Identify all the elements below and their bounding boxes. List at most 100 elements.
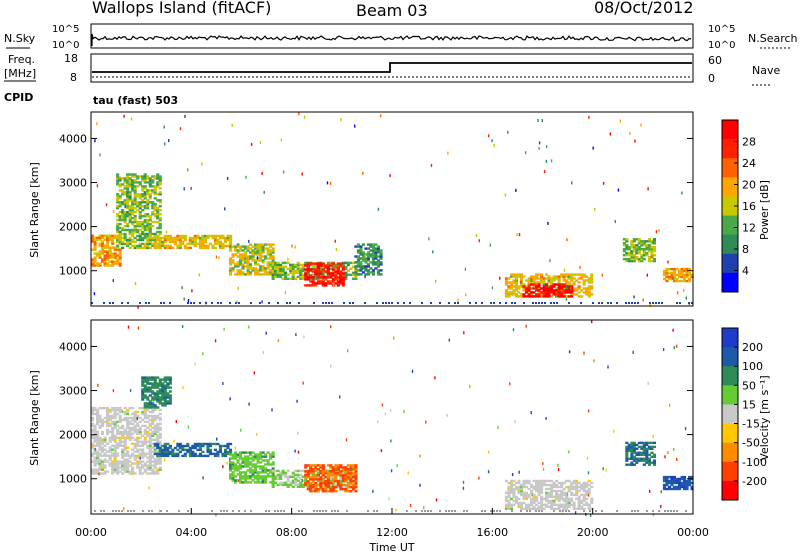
- vel-cell: [128, 436, 132, 439]
- vel-cell: [519, 503, 523, 506]
- power-ground-scatter: [481, 302, 483, 304]
- power-cell: [143, 193, 147, 196]
- vel-cell: [341, 474, 345, 477]
- power-cell: [128, 177, 132, 180]
- power-cell: [158, 187, 162, 190]
- vel-cell: [241, 451, 245, 454]
- vel-cell: [103, 438, 107, 441]
- vel-cell: [133, 444, 137, 447]
- power-speckle: [594, 207, 596, 211]
- vel-cell: [326, 490, 330, 493]
- vel-cell: [650, 447, 654, 450]
- vel-cell: [339, 484, 343, 487]
- power-cell: [234, 253, 238, 256]
- vel-cell: [560, 505, 564, 508]
- power-cell: [264, 257, 268, 260]
- power-cell: [329, 272, 333, 275]
- vel-cell: [309, 488, 313, 491]
- vel-cell: [234, 479, 238, 482]
- vel-cell: [93, 406, 97, 410]
- vel-cell: [301, 483, 305, 486]
- vel-cell: [173, 454, 177, 458]
- power-cell: [251, 255, 255, 258]
- power-cell: [562, 285, 566, 288]
- vel-cell: [341, 483, 345, 486]
- power-cell: [168, 244, 172, 248]
- power-cell: [517, 287, 521, 290]
- vel-cell: [540, 479, 544, 483]
- power-cell: [532, 291, 536, 294]
- power-cell: [126, 179, 130, 182]
- x-tick-label: 20:00: [577, 526, 609, 539]
- n-search-label: N.Search: [748, 32, 798, 45]
- vel-cell: [123, 436, 127, 439]
- vel-ground-scatter: [133, 510, 135, 512]
- power-cell: [246, 271, 250, 274]
- power-cell: [271, 277, 275, 280]
- vel-cell: [113, 440, 117, 443]
- power-cell: [688, 271, 692, 275]
- power-ground-scatter: [277, 302, 279, 304]
- vel-cell: [116, 444, 120, 447]
- power-cell: [642, 254, 646, 257]
- vel-cell: [151, 460, 155, 463]
- vel-cell: [632, 447, 636, 450]
- vel-cell: [118, 470, 122, 473]
- power-cell: [557, 281, 561, 284]
- vel-cell: [567, 485, 571, 489]
- power-cell: [276, 273, 280, 276]
- vel-cell: [632, 451, 636, 454]
- power-cell: [133, 175, 137, 178]
- power-cell: [366, 273, 370, 276]
- power-cell: [339, 265, 343, 269]
- vel-cell: [128, 430, 132, 434]
- power-cell: [517, 275, 521, 278]
- vel-cell: [309, 468, 313, 471]
- power-speckle: [634, 139, 636, 143]
- vel-cell: [126, 430, 130, 434]
- vel-cell: [113, 436, 117, 439]
- power-cell: [291, 275, 295, 278]
- power-cell: [304, 261, 308, 265]
- vel-cell: [336, 464, 340, 467]
- power-cell: [667, 277, 671, 281]
- vel-ground-scatter: [223, 510, 225, 512]
- power-cell: [364, 265, 368, 268]
- vel-cell: [108, 424, 112, 428]
- power-cell: [128, 211, 132, 214]
- power-cell: [369, 255, 373, 258]
- vel-cell: [216, 450, 220, 454]
- vel-cell: [151, 472, 155, 475]
- power-cell: [294, 271, 298, 274]
- vel-cell: [146, 472, 150, 475]
- vel-cell: [244, 463, 248, 466]
- vel-cell: [239, 451, 243, 454]
- power-cell: [652, 248, 656, 251]
- vel-cell: [128, 432, 132, 436]
- vel-speckle: [684, 427, 687, 431]
- vel-cell: [116, 466, 120, 469]
- power-cell: [371, 243, 375, 246]
- power-cell: [96, 264, 100, 267]
- vel-cell: [675, 481, 679, 485]
- power-cell: [234, 247, 238, 250]
- power-cell: [246, 255, 250, 258]
- power-ground-scatter: [628, 302, 630, 304]
- power-cell: [522, 285, 526, 288]
- power-cell: [369, 253, 373, 256]
- power-cell: [590, 279, 594, 282]
- vel-cell: [131, 412, 135, 416]
- power-cell: [266, 263, 270, 266]
- power-cell: [136, 234, 140, 238]
- vel-cell: [239, 453, 243, 456]
- power-cell: [151, 181, 155, 184]
- power-cell: [146, 215, 150, 218]
- power-cell: [567, 287, 571, 290]
- power-cell: [560, 283, 564, 286]
- vel-cell: [143, 432, 147, 436]
- vel-cell: [650, 441, 654, 445]
- vel-cell: [93, 428, 97, 432]
- vel-speckle: [434, 376, 436, 380]
- vel-cell: [163, 402, 167, 405]
- vel-cell: [123, 440, 127, 443]
